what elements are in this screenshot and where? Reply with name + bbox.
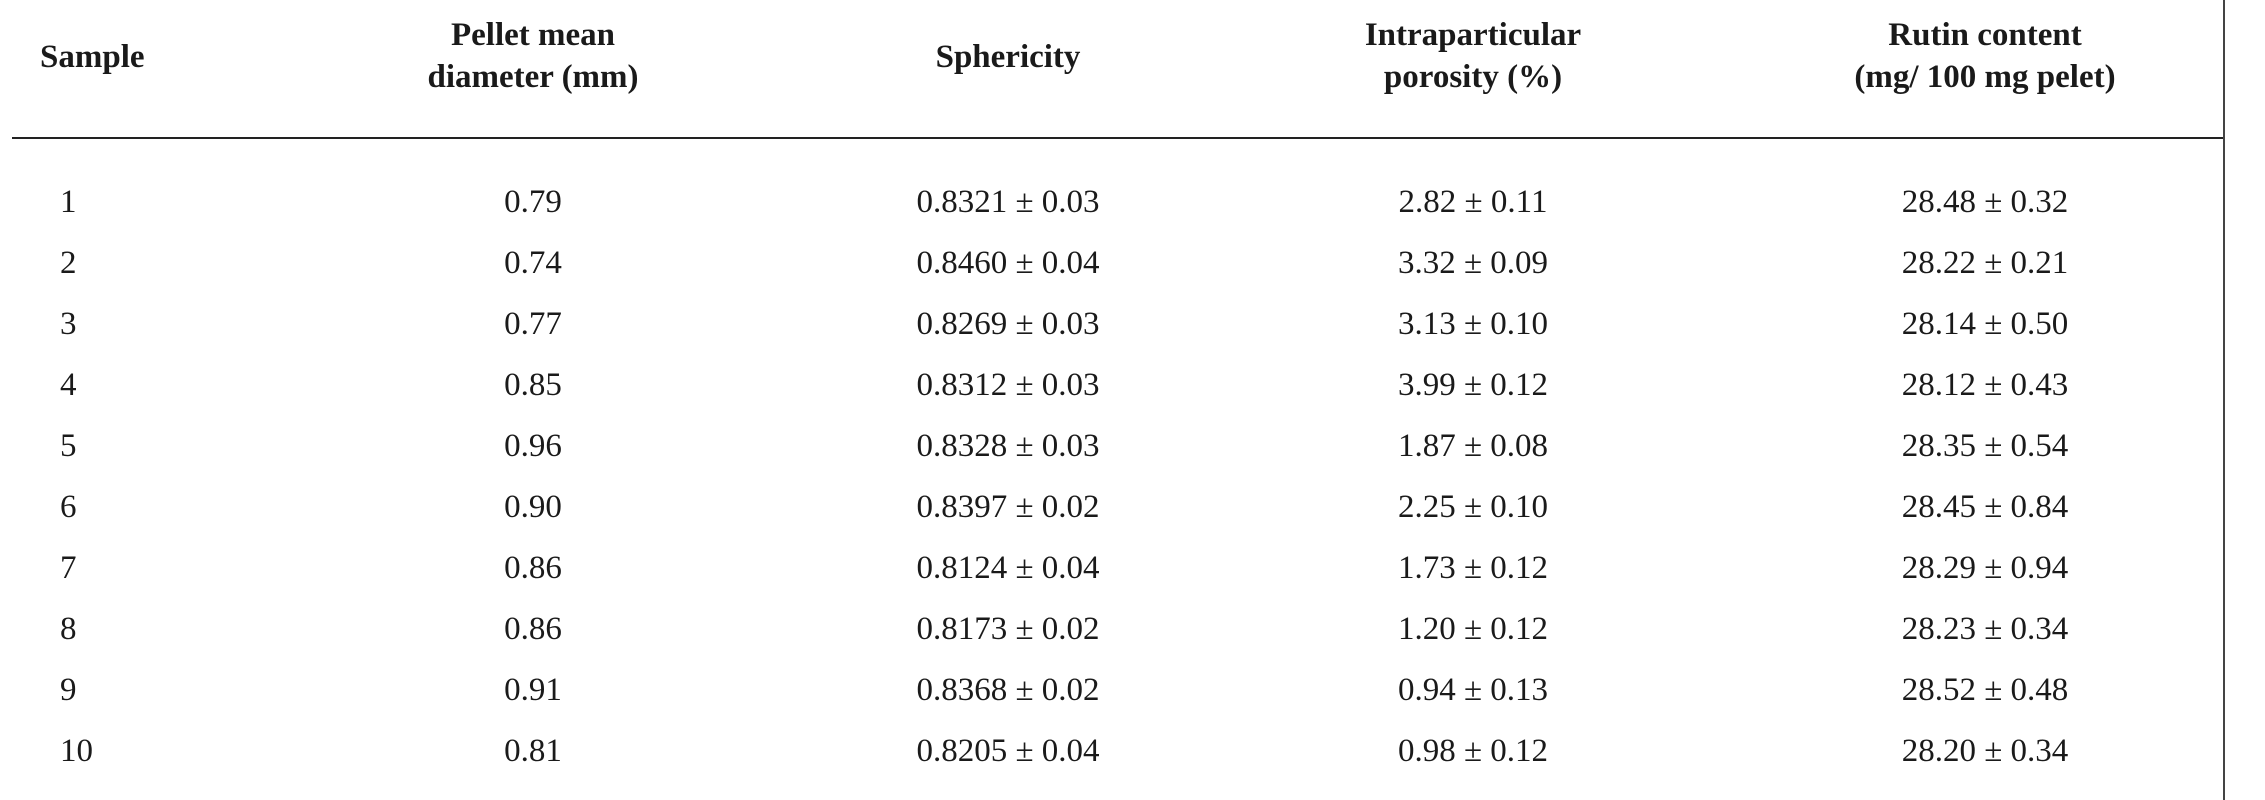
cell-porosity: 1.20 ± 0.12 [1397, 611, 1549, 647]
header-sample: Sample [40, 36, 145, 78]
table-row: 2 0.74 0.8460 ± 0.04 3.32 ± 0.09 28.22 ± 0.2… [0, 233, 2223, 293]
table-row: 9 0.91 0.8368 ± 0.02 0.94 ± 0.13 28.52 ± 0.4… [0, 660, 2223, 720]
cell-diameter: 0.86 [504, 550, 562, 586]
table-row: 4 0.85 0.8312 ± 0.03 3.99 ± 0.12 28.12 ± 0.4… [0, 355, 2223, 415]
cell-rutin: 28.14 ± 0.50 [1901, 306, 2069, 342]
table-row: 5 0.96 0.8328 ± 0.03 1.87 ± 0.08 28.35 ± 0.5… [0, 416, 2223, 476]
cell-rutin: 28.12 ± 0.43 [1901, 367, 2069, 403]
right-border [2223, 0, 2225, 800]
cell-diameter: 0.77 [504, 306, 562, 342]
cell-rutin: 28.29 ± 0.94 [1901, 550, 2069, 586]
cell-sphericity: 0.8173 ± 0.02 [916, 611, 1100, 647]
cell-sphericity: 0.8460 ± 0.04 [916, 245, 1100, 281]
header-diameter-line-1: Pellet mean [450, 17, 616, 53]
cell-porosity: 3.99 ± 0.12 [1397, 367, 1549, 403]
header-rutin-line-2: (mg/ 100 mg pelet) [1854, 59, 2116, 95]
cell-porosity: 3.32 ± 0.09 [1397, 245, 1549, 281]
cell-porosity: 0.94 ± 0.13 [1397, 672, 1549, 708]
cell-sample: 9 [60, 672, 77, 708]
cell-rutin: 28.22 ± 0.21 [1901, 245, 2069, 281]
cell-porosity: 1.73 ± 0.12 [1397, 550, 1549, 586]
cell-diameter: 0.74 [504, 245, 562, 281]
cell-sample: 6 [60, 489, 77, 525]
header-rutin-line-1: Rutin content [1888, 17, 2082, 53]
cell-sample: 7 [60, 550, 77, 586]
table-row: 10 0.81 0.8205 ± 0.04 0.98 ± 0.12 28.20 ± 0.… [0, 721, 2223, 781]
cell-diameter: 0.86 [504, 611, 562, 647]
header-sphericity-line-1: Sphericity [935, 39, 1081, 75]
header-sample-line-1: Sample [40, 39, 145, 75]
cell-rutin: 28.52 ± 0.48 [1901, 672, 2069, 708]
cell-sample: 1 [60, 184, 77, 220]
header-diameter: Pellet mean diameter (mm) [427, 14, 638, 98]
cell-diameter: 0.90 [504, 489, 562, 525]
table-row: 6 0.90 0.8397 ± 0.02 2.25 ± 0.10 28.45 ± 0.8… [0, 477, 2223, 537]
cell-sphericity: 0.8124 ± 0.04 [916, 550, 1100, 586]
cell-rutin: 28.20 ± 0.34 [1901, 733, 2069, 769]
header-porosity-line-1: Intraparticular [1364, 17, 1582, 53]
cell-porosity: 0.98 ± 0.12 [1397, 733, 1549, 769]
cell-porosity: 1.87 ± 0.08 [1397, 428, 1549, 464]
cell-sample: 10 [60, 733, 93, 769]
header-rule [12, 137, 2223, 139]
cell-porosity: 2.25 ± 0.10 [1397, 489, 1549, 525]
cell-sphericity: 0.8269 ± 0.03 [916, 306, 1100, 342]
cell-porosity: 2.82 ± 0.11 [1398, 184, 1548, 220]
cell-sample: 4 [60, 367, 77, 403]
cell-sample: 5 [60, 428, 77, 464]
cell-diameter: 0.91 [504, 672, 562, 708]
cell-rutin: 28.23 ± 0.34 [1901, 611, 2069, 647]
cell-sample: 8 [60, 611, 77, 647]
table-row: 3 0.77 0.8269 ± 0.03 3.13 ± 0.10 28.14 ± 0.5… [0, 294, 2223, 354]
cell-diameter: 0.85 [504, 367, 562, 403]
cell-diameter: 0.96 [504, 428, 562, 464]
cell-diameter: 0.79 [504, 184, 562, 220]
header-porosity: Intraparticular porosity (%) [1365, 14, 1581, 98]
cell-sphericity: 0.8368 ± 0.02 [916, 672, 1100, 708]
header-porosity-line-2: porosity (%) [1383, 59, 1563, 95]
header-rutin: Rutin content (mg/ 100 mg pelet) [1854, 14, 2115, 98]
header-diameter-line-2: diameter (mm) [427, 59, 639, 95]
cell-porosity: 3.13 ± 0.10 [1397, 306, 1549, 342]
table-row: 7 0.86 0.8124 ± 0.04 1.73 ± 0.12 28.29 ± 0.9… [0, 538, 2223, 598]
cell-diameter: 0.81 [504, 733, 562, 769]
cell-sphericity: 0.8321 ± 0.03 [916, 184, 1100, 220]
header-sphericity: Sphericity [936, 36, 1081, 78]
cell-rutin: 28.45 ± 0.84 [1901, 489, 2069, 525]
cell-sphericity: 0.8312 ± 0.03 [916, 367, 1100, 403]
cell-sphericity: 0.8328 ± 0.03 [916, 428, 1100, 464]
cell-sphericity: 0.8205 ± 0.04 [916, 733, 1100, 769]
cell-rutin: 28.48 ± 0.32 [1901, 184, 2069, 220]
cell-rutin: 28.35 ± 0.54 [1901, 428, 2069, 464]
cell-sample: 2 [60, 245, 77, 281]
cell-sample: 3 [60, 306, 77, 342]
table-row: 1 0.79 0.8321 ± 0.03 2.82 ± 0.11 28.48 ± 0.3… [0, 172, 2223, 232]
cell-sphericity: 0.8397 ± 0.02 [916, 489, 1100, 525]
table-row: 8 0.86 0.8173 ± 0.02 1.20 ± 0.12 28.23 ± 0.3… [0, 599, 2223, 659]
